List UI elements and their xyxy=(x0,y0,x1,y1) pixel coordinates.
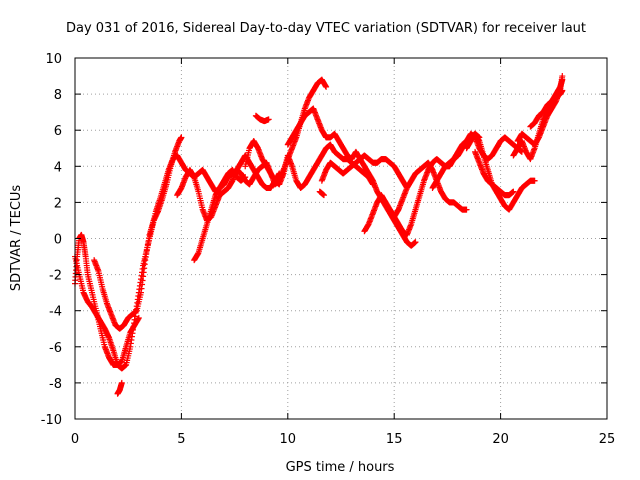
data-point xyxy=(135,314,142,321)
y-tick-label: 0 xyxy=(54,233,62,248)
x-tick-label: 20 xyxy=(492,432,509,447)
series-11 xyxy=(316,188,327,199)
y-tick-label: -4 xyxy=(49,305,62,320)
series-4 xyxy=(114,379,125,397)
series-15 xyxy=(463,130,538,213)
y-tick-label: -2 xyxy=(49,269,62,284)
axis-ticks: 0 5 10 15 20 25 -10 -8 -6 -4 -2 0 2 4 6 8 10 xyxy=(41,52,616,447)
data-point xyxy=(178,134,185,141)
x-tick-label: 10 xyxy=(280,432,297,447)
data-point xyxy=(531,177,538,184)
series-16 xyxy=(472,148,517,199)
data-point xyxy=(559,87,566,94)
series-19 xyxy=(527,87,566,130)
x-tick-label: 5 xyxy=(177,432,185,447)
data-point xyxy=(320,192,327,199)
y-tick-label: 2 xyxy=(54,196,62,211)
y-tick-label: -6 xyxy=(49,341,62,356)
y-tick-label: 6 xyxy=(54,124,62,139)
data-point xyxy=(412,239,419,246)
series-layer xyxy=(72,73,566,397)
y-tick-label: -10 xyxy=(41,413,62,428)
y-tick-label: -8 xyxy=(49,377,62,392)
y-tick-label: 10 xyxy=(45,52,62,67)
x-axis-label: GPS time / hours xyxy=(286,460,395,475)
y-axis-label: SDTVAR / TECUs xyxy=(9,185,24,292)
x-tick-label: 25 xyxy=(599,432,616,447)
data-point xyxy=(118,379,125,386)
data-point xyxy=(559,73,566,80)
x-tick-label: 15 xyxy=(386,432,403,447)
data-point xyxy=(463,206,470,213)
data-point xyxy=(265,116,272,123)
series-3 xyxy=(91,134,185,332)
y-tick-label: 4 xyxy=(54,160,62,175)
data-point xyxy=(510,188,517,195)
x-tick-label: 0 xyxy=(71,432,79,447)
data-point xyxy=(323,83,330,90)
series-8 xyxy=(252,112,272,125)
y-tick-label: 8 xyxy=(54,88,62,103)
chart-title: Day 031 of 2016, Sidereal Day-to-day VTE… xyxy=(66,21,586,36)
